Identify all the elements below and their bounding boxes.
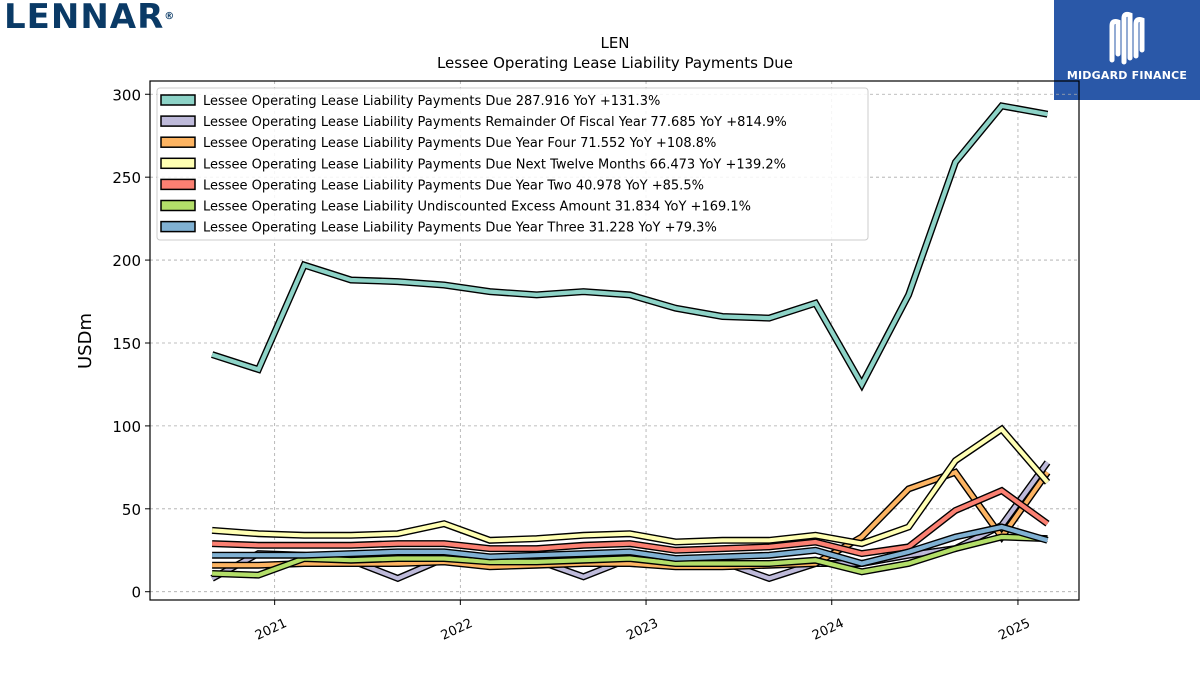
legend-entry: Lessee Operating Lease Liability Payment…: [203, 157, 786, 172]
legend-swatch: [160, 115, 196, 127]
series-line: [212, 534, 1048, 578]
y-tick-label: 50: [122, 501, 141, 519]
x-tick-label: 2024: [810, 616, 846, 644]
y-tick-label: 200: [112, 252, 141, 270]
legend-entry: Lessee Operating Lease Liability Payment…: [203, 221, 717, 236]
legend: Lessee Operating Lease Liability Payment…: [156, 87, 869, 241]
legend-swatch: [160, 157, 196, 170]
y-tick-label: 100: [112, 418, 141, 436]
x-tick-label: 2022: [439, 616, 475, 644]
legend-entry: Lessee Operating Lease Liability Payment…: [203, 115, 787, 130]
y-tick-label: 300: [112, 86, 141, 104]
legend-entry: Lessee Operating Lease Liability Payment…: [203, 94, 660, 109]
x-axis-ticks: 2021 2022 2023 2024 2025: [253, 600, 1033, 644]
midgard-m-icon: [1109, 11, 1145, 65]
legend-swatch: [160, 178, 196, 191]
legend-swatch: [160, 199, 196, 212]
series-line: [211, 103, 1048, 389]
grid-lines: [150, 81, 1079, 600]
legend-entry: Lessee Operating Lease Liability Undisco…: [203, 200, 751, 215]
y-axis-label: USDm: [75, 313, 96, 369]
plot-frame: [149, 80, 1080, 601]
y-axis-ticks: 0 50 100 150 200 250 300: [112, 86, 150, 602]
legend-swatch: [160, 94, 196, 106]
legend-swatch: [160, 220, 196, 233]
legend-box: [156, 87, 869, 241]
legend-entry: Lessee Operating Lease Liability Payment…: [203, 136, 716, 151]
y-tick-label: 250: [112, 169, 141, 187]
legend-swatch: [160, 136, 196, 148]
chart-title: LEN: [600, 34, 629, 52]
series-line: [212, 488, 1049, 556]
midgard-finance-badge: MIDGARD FINANCE: [1054, 0, 1200, 100]
legend-entry: Lessee Operating Lease Liability Payment…: [203, 178, 704, 193]
lennar-logo: LENNAR®: [4, 0, 175, 37]
x-tick-label: 2023: [624, 616, 660, 644]
y-tick-label: 150: [112, 335, 141, 353]
chart-subtitle: Lessee Operating Lease Liability Payment…: [437, 54, 793, 72]
x-tick-label: 2021: [253, 616, 289, 644]
y-tick-label: 0: [131, 584, 141, 602]
x-tick-label: 2025: [996, 616, 1032, 644]
badge-text: MIDGARD FINANCE: [1066, 69, 1188, 82]
series-lines: [210, 102, 1051, 583]
series-line: [211, 426, 1050, 546]
series-line: [212, 524, 1049, 566]
